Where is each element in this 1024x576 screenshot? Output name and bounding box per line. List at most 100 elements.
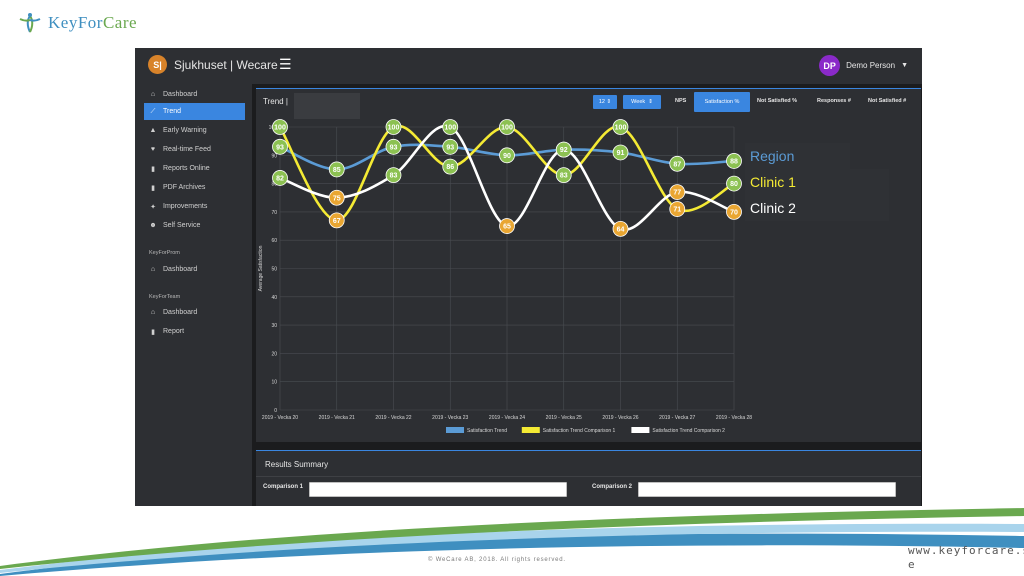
swoosh-light-blue bbox=[0, 523, 1024, 573]
data-point bbox=[555, 167, 572, 184]
user-avatar: DP bbox=[819, 55, 841, 76]
sidebar-item-dashboard[interactable]: ⌂ Dashboard bbox=[144, 86, 245, 103]
data-label: 67 bbox=[333, 218, 341, 225]
data-label: 83 bbox=[560, 173, 568, 180]
sidebar-item-label: Dashboard bbox=[163, 266, 198, 273]
top-navbar: S| Sjukhuset | Wecare ☰ DP Demo Person ▼ bbox=[135, 48, 922, 84]
site-selector[interactable]: S| Sjukhuset | Wecare bbox=[148, 55, 278, 74]
app-window: S| Sjukhuset | Wecare ☰ DP Demo Person ▼… bbox=[135, 48, 922, 506]
data-point bbox=[385, 138, 402, 155]
divider bbox=[256, 476, 921, 477]
sidebar-item-prom-dashboard[interactable]: ⌂ Dashboard bbox=[144, 261, 245, 278]
sidebar-item-label: Self Service bbox=[163, 222, 201, 229]
period-unit-select[interactable]: Week ⇕ bbox=[623, 95, 661, 109]
warning-icon: ▲ bbox=[149, 127, 157, 134]
sidebar-item-label: Dashboard bbox=[163, 91, 198, 98]
sidebar-item-label: Improvements bbox=[163, 203, 208, 210]
x-tick-label: 2019 - Vecka 26 bbox=[602, 415, 638, 421]
results-summary-panel: Results Summary Comparison 1 Comparison … bbox=[256, 450, 921, 506]
y-tick-label: 40 bbox=[271, 295, 277, 301]
data-label: 64 bbox=[617, 226, 625, 233]
section-keyforprom: KeyForProm bbox=[149, 250, 180, 256]
legend-overlay-region: Region bbox=[745, 143, 850, 169]
data-label: 87 bbox=[673, 161, 681, 168]
sidebar: ⌂ Dashboard ⟋ Trend ▲ Early Warning ♥ Real-t… bbox=[135, 84, 252, 506]
data-point bbox=[328, 212, 345, 229]
data-point bbox=[726, 153, 742, 169]
sidebar-item-label: Dashboard bbox=[163, 309, 198, 316]
y-tick-label: 50 bbox=[271, 267, 277, 273]
keyforcare-logo: KeyForCare bbox=[18, 12, 137, 34]
legend-overlay-region-label: Region bbox=[750, 148, 795, 164]
data-label: 92 bbox=[560, 147, 568, 154]
sidebar-item-realtime-feed[interactable]: ♥ Real-time Feed bbox=[144, 141, 245, 158]
data-point bbox=[272, 119, 288, 135]
sidebar-item-team-report[interactable]: ▮ Report bbox=[144, 323, 245, 340]
comparison2-label: Comparison 2 bbox=[592, 484, 633, 490]
redacted-area bbox=[294, 93, 360, 119]
keyforcare-logo-icon bbox=[19, 13, 41, 33]
x-tick-label: 2019 - Vecka 22 bbox=[375, 415, 411, 421]
y-axis-label: Average Satisfaction bbox=[258, 245, 264, 291]
swoosh-green bbox=[0, 508, 1024, 569]
data-point bbox=[612, 220, 629, 237]
data-point bbox=[272, 170, 288, 186]
legend-label: Satisfaction Trend bbox=[467, 428, 507, 434]
data-point bbox=[442, 158, 459, 175]
legend-swatch bbox=[631, 427, 650, 433]
x-tick-label: 2019 - Vecka 27 bbox=[659, 415, 695, 421]
data-label: 70 bbox=[730, 210, 738, 217]
y-tick-label: 30 bbox=[271, 323, 277, 329]
legend-overlay-clinic2: Clinic 2 bbox=[745, 195, 889, 221]
brand-name-part1: KeyFor bbox=[48, 13, 103, 32]
sidebar-item-early-warning[interactable]: ▲ Early Warning bbox=[144, 122, 245, 139]
data-point bbox=[442, 119, 459, 135]
nps-button[interactable]: NPS bbox=[675, 98, 687, 104]
y-tick-label: 20 bbox=[271, 351, 277, 357]
period-count-select[interactable]: 12 ⇕ bbox=[593, 95, 617, 109]
not-satisfied-pct-button[interactable]: Not Satisfied % bbox=[757, 98, 798, 104]
data-point bbox=[328, 161, 345, 178]
footer-swoosh bbox=[0, 508, 1024, 576]
data-point bbox=[499, 119, 515, 135]
x-tick-label: 2019 - Vecka 23 bbox=[432, 415, 468, 421]
data-label: 93 bbox=[446, 144, 454, 151]
website-url[interactable]: www.keyforcare.s e bbox=[908, 544, 1024, 571]
menu-toggle-icon[interactable]: ☰ bbox=[279, 56, 292, 72]
trend-chart: 0 10 20 30 40 50 60 70 80 90 100 2019 - Vecka 20 201… bbox=[258, 119, 752, 434]
select-caret-icon: ⇕ bbox=[606, 99, 612, 105]
data-point bbox=[669, 155, 686, 172]
sidebar-item-label: PDF Archives bbox=[163, 184, 206, 191]
sidebar-item-reports-online[interactable]: ▮ Reports Online bbox=[144, 160, 245, 177]
y-tick-label: 80 bbox=[271, 182, 277, 188]
sidebar-item-self-service[interactable]: ☻ Self Service bbox=[144, 217, 245, 234]
user-menu[interactable]: DP Demo Person ▼ bbox=[819, 55, 908, 76]
data-label: 100 bbox=[615, 125, 627, 132]
sidebar-item-pdf-archives[interactable]: ▮ PDF Archives bbox=[144, 179, 245, 196]
select-caret-icon: ⇕ bbox=[648, 99, 653, 105]
data-label: 83 bbox=[390, 173, 398, 180]
responses-button[interactable]: Responses # bbox=[817, 98, 851, 104]
x-tick-label: 2019 - Vecka 21 bbox=[319, 415, 355, 421]
user-name: Demo Person bbox=[846, 61, 896, 70]
results-summary-title: Results Summary bbox=[265, 460, 329, 469]
data-point bbox=[272, 138, 288, 155]
sidebar-item-team-dashboard[interactable]: ⌂ Dashboard bbox=[144, 304, 245, 321]
x-tick-label: 2019 - Vecka 20 bbox=[262, 415, 298, 421]
legend-overlay-clinic2-label: Clinic 2 bbox=[750, 200, 796, 216]
satisfaction-pct-button[interactable]: Satisfaction % bbox=[694, 92, 750, 112]
swoosh-blue bbox=[0, 533, 1024, 576]
home-icon: ⌂ bbox=[150, 266, 156, 273]
legend-label: Satisfaction Trend Comparison 1 bbox=[543, 428, 616, 434]
comparison1-input[interactable] bbox=[309, 482, 567, 497]
x-tick-label: 2019 - Vecka 28 bbox=[716, 415, 752, 421]
not-satisfied-count-button[interactable]: Not Satisfied # bbox=[868, 98, 907, 104]
sidebar-item-label: Reports Online bbox=[163, 165, 210, 172]
sidebar-item-trend[interactable]: ⟋ Trend bbox=[144, 103, 245, 120]
data-label: 100 bbox=[388, 125, 400, 132]
legend-overlay-clinic1: Clinic 1 bbox=[745, 169, 889, 195]
comparison2-input[interactable] bbox=[638, 482, 896, 497]
file-icon: ▮ bbox=[151, 165, 155, 173]
data-point bbox=[328, 189, 345, 206]
sidebar-item-improvements[interactable]: ✦ Improvements bbox=[144, 198, 245, 215]
